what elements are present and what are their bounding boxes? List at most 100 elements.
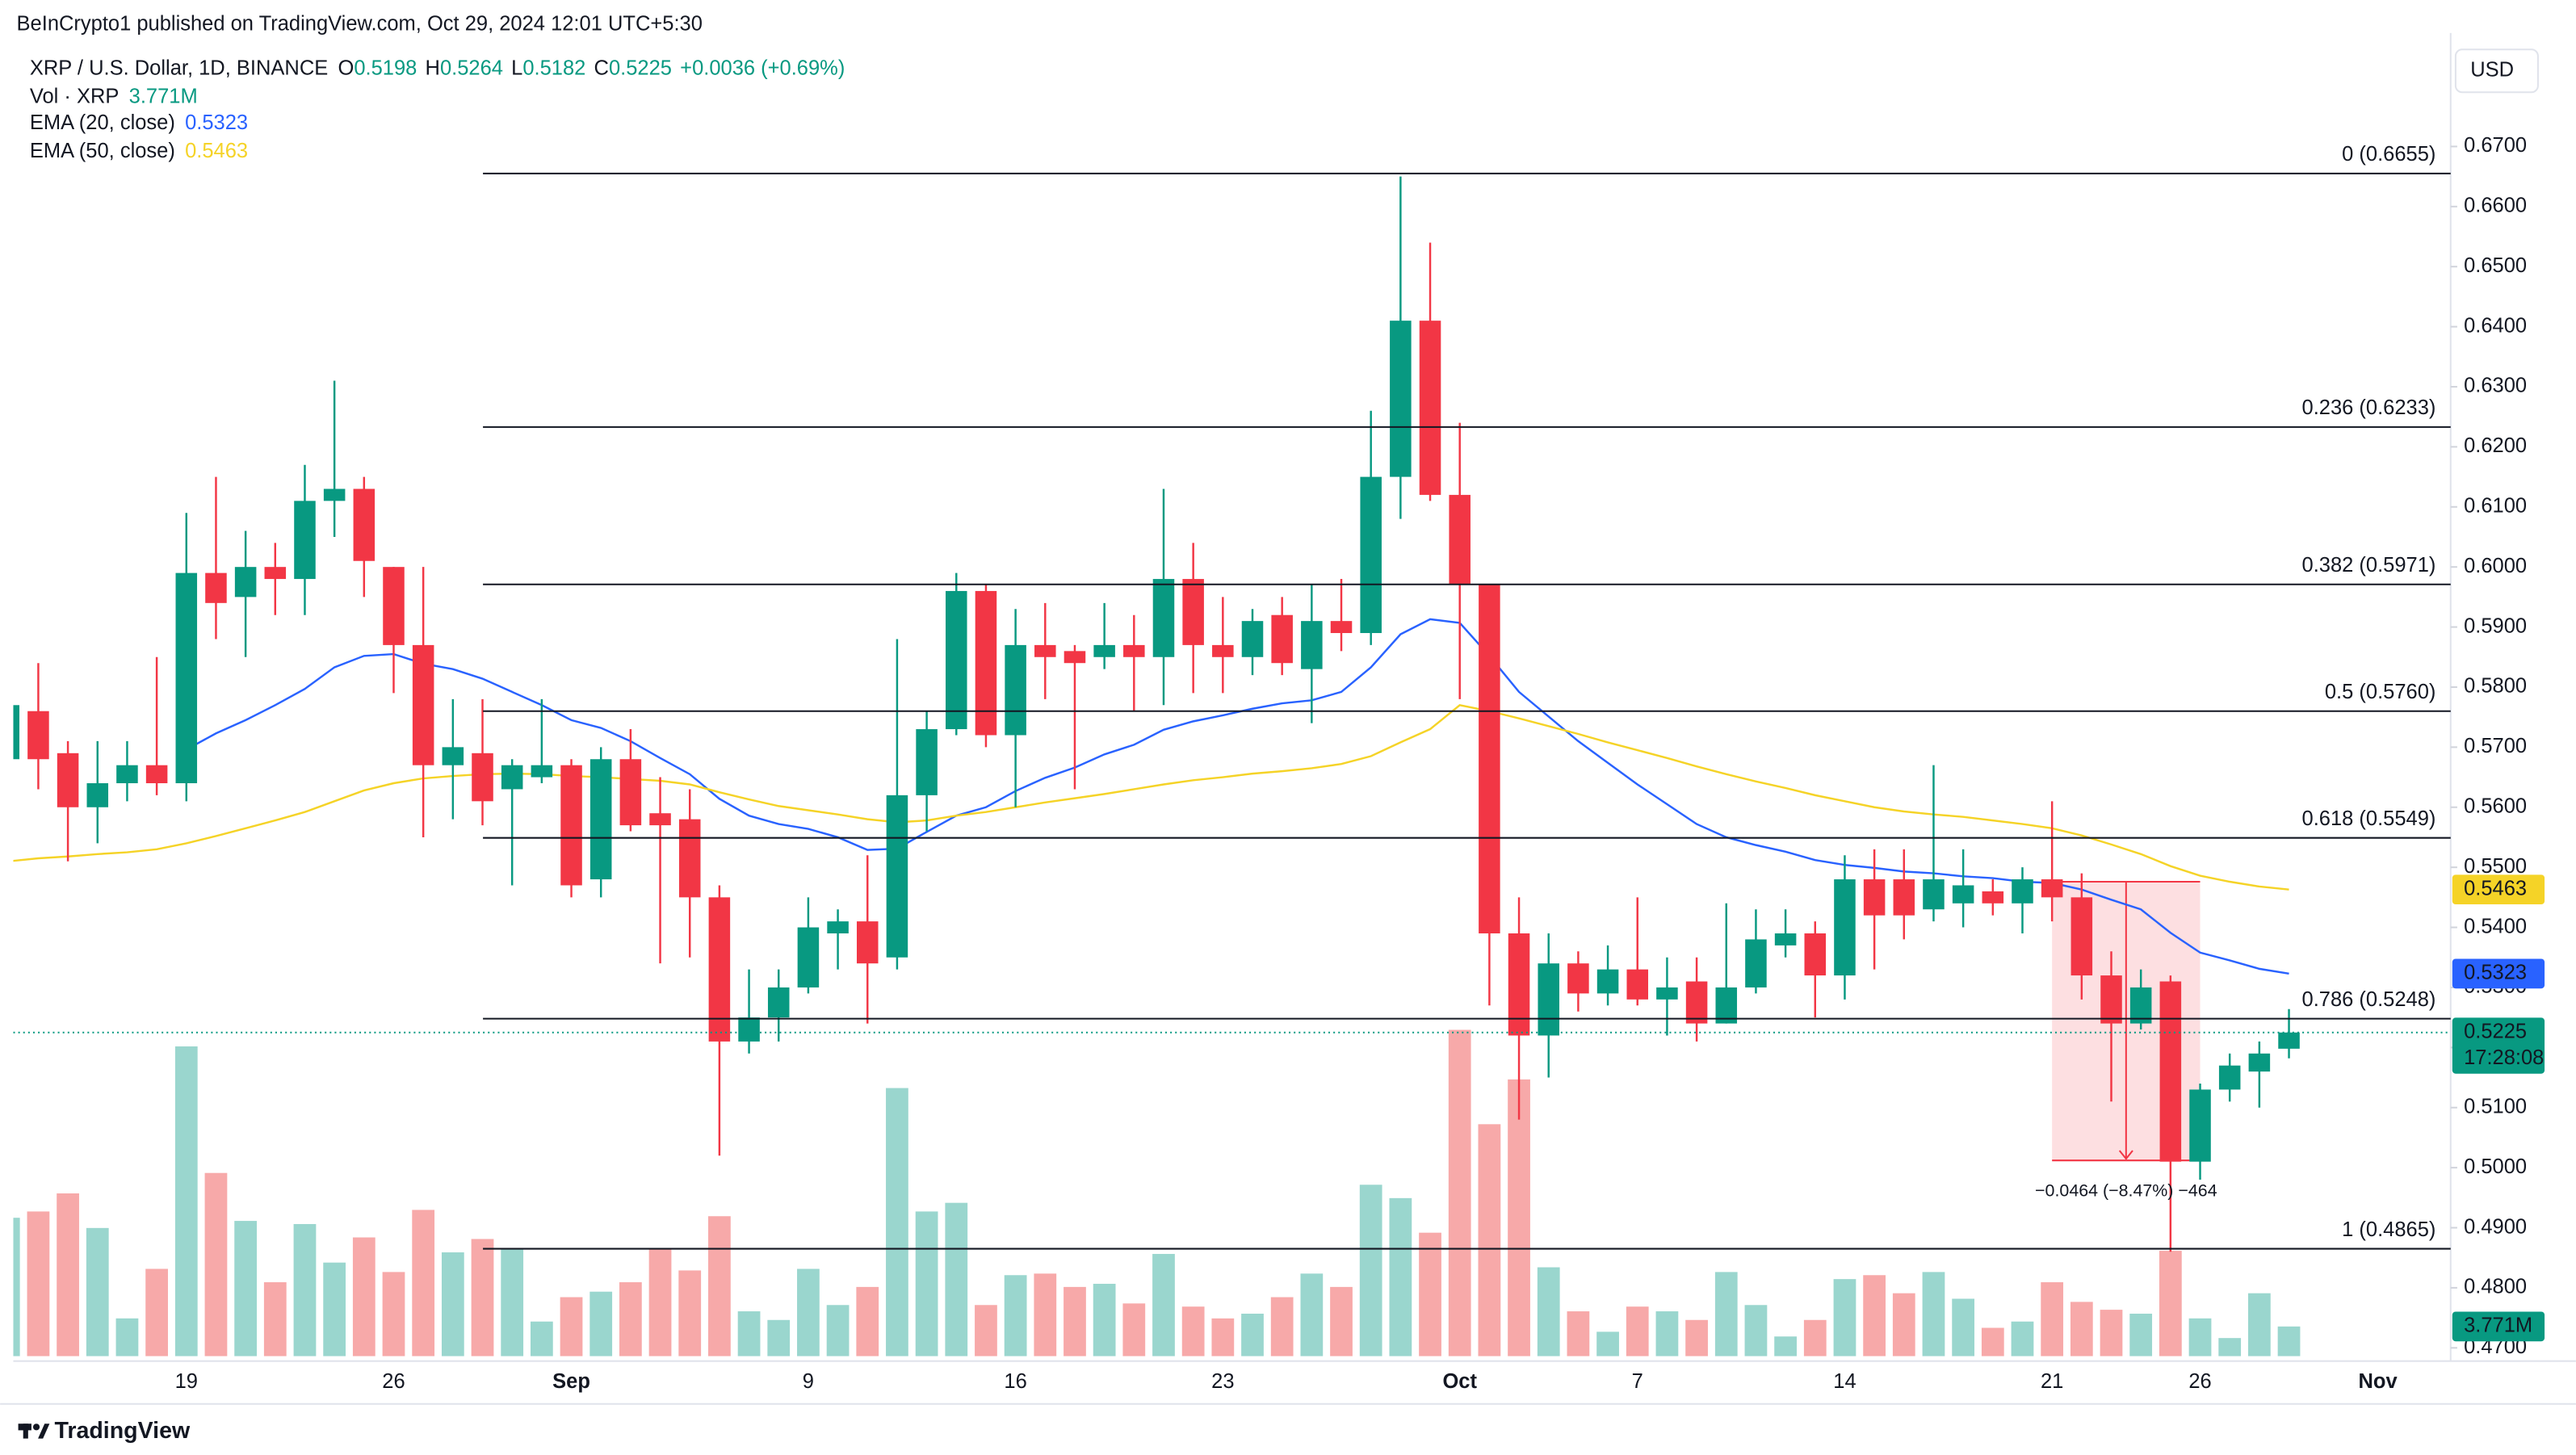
y-tick-label: 0.6000 <box>2464 555 2527 577</box>
legend-item: H <box>426 57 440 79</box>
volume-bar <box>2159 1251 2182 1356</box>
y-tick-label: 0.5100 <box>2464 1095 2527 1117</box>
price-badge <box>2452 1017 2545 1074</box>
volume-bar <box>648 1249 672 1356</box>
candle-body <box>975 590 997 736</box>
volume-bar <box>1004 1275 1027 1356</box>
y-tick-label: 0.4800 <box>2464 1276 2527 1298</box>
volume-bar <box>2277 1326 2301 1356</box>
volume-bar <box>1211 1318 1235 1356</box>
candle-body <box>145 765 168 784</box>
volume-bar <box>1714 1272 1738 1356</box>
volume-bar <box>1359 1185 1382 1356</box>
volume-bar <box>1152 1253 1175 1356</box>
volume-bar <box>1626 1306 1649 1356</box>
candle-body <box>501 765 523 790</box>
volume-bar <box>115 1318 139 1356</box>
volume-bar <box>1596 1331 1619 1356</box>
y-tick-label: 0.5000 <box>2464 1155 2527 1178</box>
volume-bar <box>975 1305 997 1356</box>
volume-bar <box>2100 1310 2123 1356</box>
plot-area <box>13 176 2451 1356</box>
volume-bar <box>2188 1318 2212 1356</box>
x-tick-label: 21 <box>2041 1370 2063 1393</box>
countdown-label: 17:28:08 <box>2464 1046 2544 1069</box>
fib-label: 0.5 (0.5760) <box>2325 681 2436 703</box>
price-badge <box>2452 874 2545 905</box>
volume-bar <box>1833 1279 1856 1356</box>
volume-bar <box>382 1272 405 1356</box>
x-tick-label: 26 <box>2188 1370 2211 1393</box>
volume-bar <box>1122 1303 1146 1356</box>
candle-body <box>2070 897 2093 976</box>
volume-bar <box>1508 1079 1530 1356</box>
volume-bar <box>589 1291 613 1356</box>
volume-bar <box>1685 1319 1708 1356</box>
legend-item: 0.5323 <box>185 111 248 134</box>
x-tick-label: Sep <box>552 1370 590 1393</box>
candle-body <box>1952 885 1974 904</box>
y-tick-label: 0.6400 <box>2464 314 2527 337</box>
legend-item: Vol · XRP <box>30 85 120 107</box>
currency-button-box <box>2454 48 2539 94</box>
candle-body <box>27 711 49 760</box>
candle-body <box>708 897 731 1042</box>
candle-body <box>353 488 375 561</box>
x-tick-label: 16 <box>1004 1370 1026 1393</box>
candle-body <box>2189 1089 2211 1162</box>
currency-button[interactable]: USD <box>2454 48 2539 94</box>
candle-body <box>1449 494 1471 585</box>
candle-body <box>294 501 316 580</box>
fib-label: 1 (0.4865) <box>2342 1218 2435 1241</box>
volume-bar <box>945 1202 968 1356</box>
candle-body <box>827 921 849 933</box>
candle-body <box>1241 621 1264 657</box>
footer-logo <box>18 1424 50 1439</box>
candle-body <box>946 590 967 730</box>
candle-body <box>2041 879 2063 898</box>
logo-shape <box>23 1424 28 1439</box>
volume-bar <box>1389 1197 1412 1356</box>
legend-line: Vol · XRP 3.771M <box>30 85 198 107</box>
candle-body <box>116 765 138 784</box>
candle-body <box>323 488 346 501</box>
candle-body <box>1271 614 1293 664</box>
volume-bar <box>1655 1311 1679 1356</box>
candle-body <box>1685 981 1708 1024</box>
candle-body <box>1330 621 1353 634</box>
candle-body <box>1479 585 1500 933</box>
fib-label: 0 (0.6655) <box>2342 143 2435 166</box>
y-tick-label: 0.5800 <box>2464 675 2527 698</box>
candle-body <box>442 747 464 765</box>
volume-bar <box>1744 1305 1768 1356</box>
volume-bar <box>1537 1267 1560 1356</box>
volume-bar <box>1300 1273 1324 1356</box>
volume-bar <box>27 1211 50 1356</box>
volume-bar <box>234 1221 258 1356</box>
volume-bar <box>86 1227 109 1356</box>
volume-bar <box>767 1319 791 1356</box>
volume-bar <box>678 1270 702 1356</box>
volume-bar <box>708 1216 731 1356</box>
candle-body <box>264 567 287 580</box>
volume-bar <box>797 1268 820 1356</box>
candle-body <box>1005 644 1026 736</box>
x-tick-label: 19 <box>175 1370 198 1393</box>
candle-body <box>1212 644 1234 657</box>
candle-body <box>916 729 938 795</box>
candle-body <box>86 783 109 807</box>
candle-body <box>856 921 879 964</box>
x-tick-label: 26 <box>382 1370 405 1393</box>
candle-body <box>205 572 227 603</box>
fib-label: 0.236 (0.6233) <box>2302 396 2436 419</box>
ema-line <box>13 703 2289 891</box>
measure-arrowhead <box>2118 1150 2133 1160</box>
volume-bar <box>1241 1313 1264 1356</box>
candle-body <box>678 819 701 898</box>
legend-item: L <box>511 57 522 79</box>
candle-body <box>1419 321 1441 495</box>
y-tick-label: 0.5500 <box>2464 855 2527 878</box>
y-tick-label: 0.6200 <box>2464 434 2527 457</box>
y-tick-label: 0.4900 <box>2464 1215 2527 1238</box>
candle-body <box>531 765 553 778</box>
